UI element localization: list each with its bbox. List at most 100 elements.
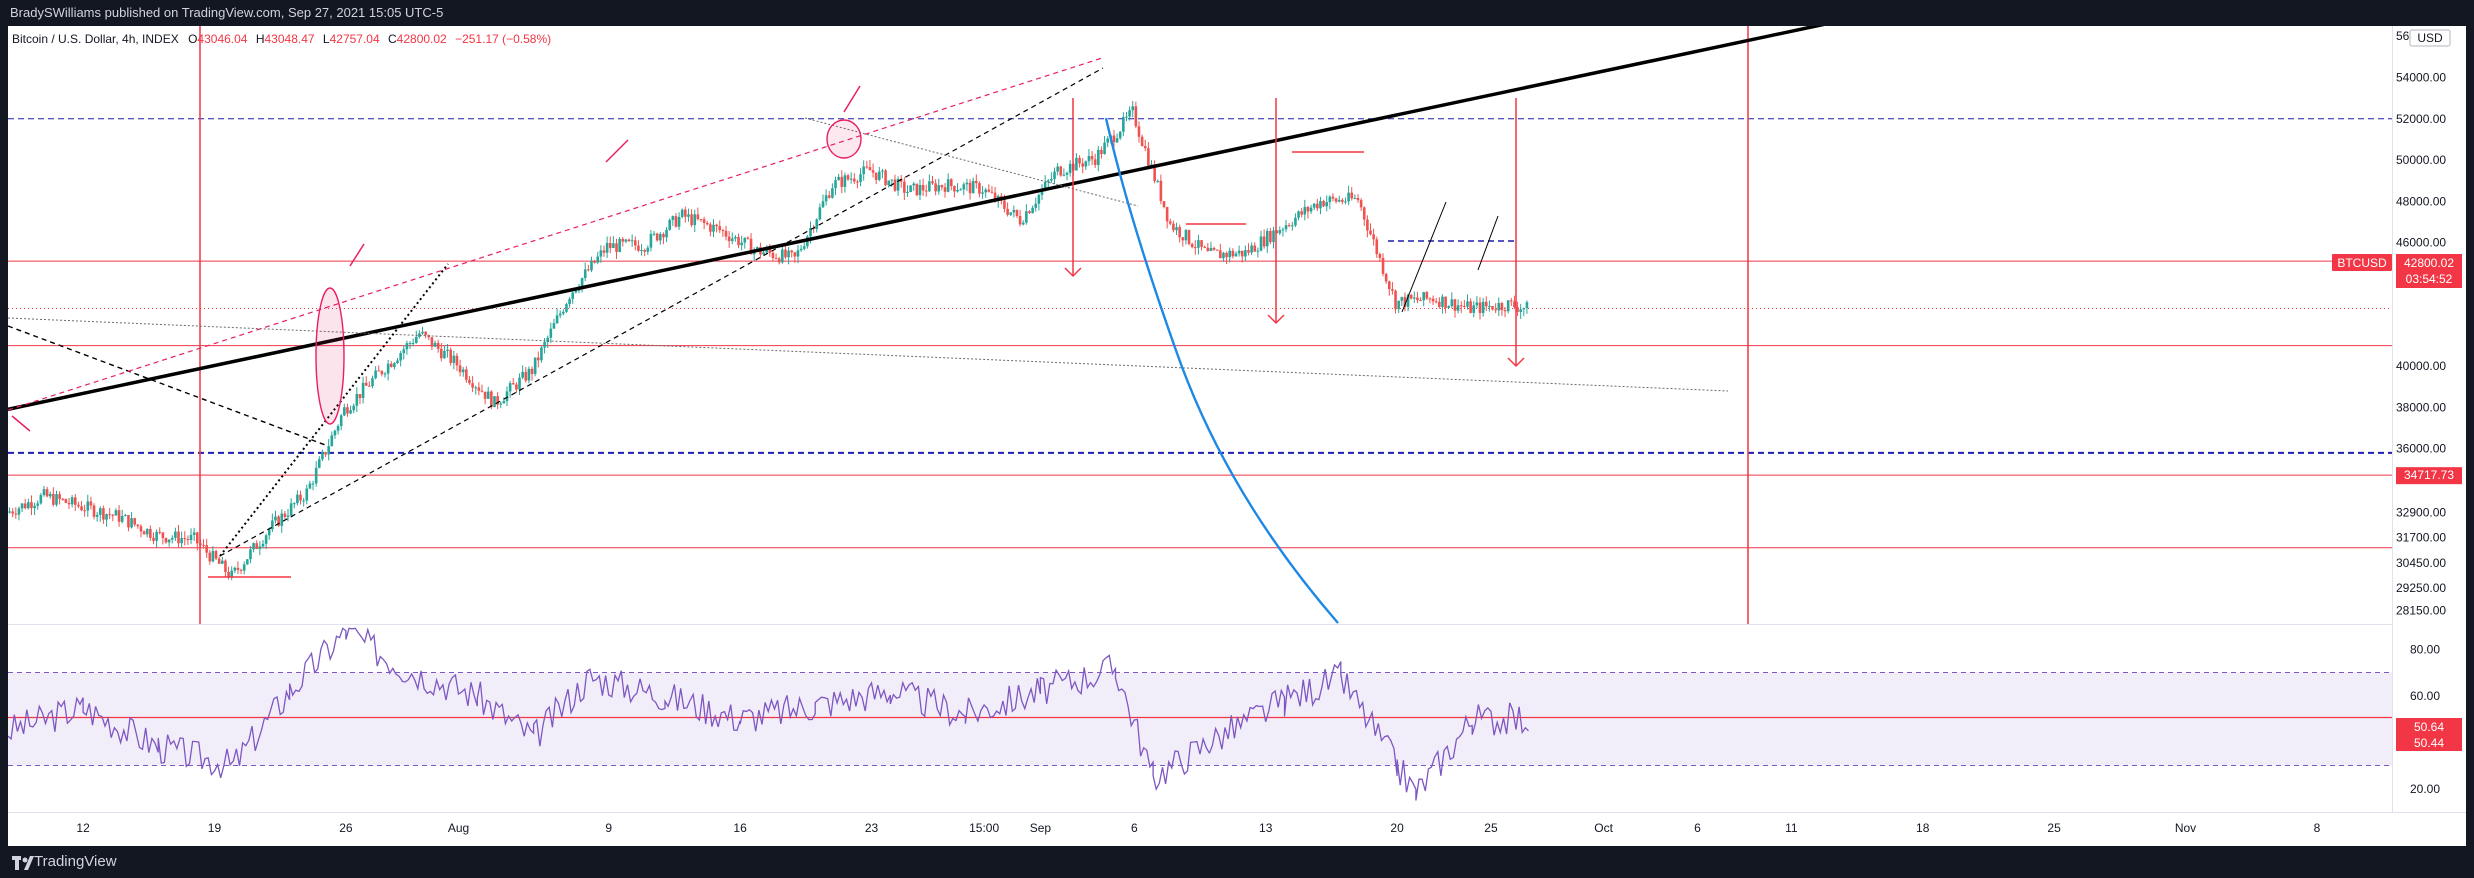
candle-body bbox=[393, 363, 396, 368]
candle-body bbox=[903, 181, 906, 193]
candle-body bbox=[1456, 305, 1460, 311]
candle-body bbox=[1165, 207, 1169, 222]
candle-body bbox=[1184, 230, 1188, 241]
candle-body bbox=[486, 391, 490, 399]
ohlc-legend: Bitcoin / U.S. Dollar, 4h, INDEX O43046.… bbox=[12, 32, 551, 46]
candle-body bbox=[133, 518, 137, 525]
tradingview-logo-icon bbox=[12, 856, 34, 870]
candle-body bbox=[1078, 157, 1081, 164]
candle-body bbox=[1422, 292, 1425, 301]
candle-body bbox=[339, 415, 343, 427]
candle-body bbox=[1240, 250, 1244, 257]
time-tick-label: Oct bbox=[1594, 821, 1613, 835]
candle-body bbox=[971, 180, 975, 194]
countdown-text: 03:54:52 bbox=[2406, 272, 2453, 286]
black-wedge-line-2 bbox=[1477, 215, 1499, 271]
time-tick-label: Aug bbox=[448, 821, 469, 835]
candle-body bbox=[174, 531, 177, 538]
candle-body bbox=[809, 227, 812, 237]
candle-body bbox=[1253, 245, 1257, 252]
candle-body bbox=[799, 248, 803, 251]
candle-body bbox=[8, 511, 11, 513]
time-tick-label: Nov bbox=[2175, 821, 2196, 835]
candle-body bbox=[230, 570, 233, 578]
time-tick-label: 6 bbox=[1694, 821, 1701, 835]
price-axis-bg[interactable] bbox=[2392, 26, 2466, 846]
candle-body bbox=[1450, 299, 1454, 307]
candle-body bbox=[149, 528, 152, 538]
time-tick-label: 18 bbox=[1916, 821, 1930, 835]
candle-body bbox=[1115, 138, 1119, 143]
candle-body bbox=[1378, 254, 1382, 258]
candle-body bbox=[1519, 309, 1522, 312]
level-badge-text: 34717.73 bbox=[2404, 468, 2454, 482]
candle-body bbox=[1172, 223, 1175, 231]
chart-area[interactable]: 56 USD 54000.00 52000.00 50000.00 48000.00 4… bbox=[0, 16, 2466, 846]
candle-body bbox=[383, 373, 387, 375]
candle-body bbox=[361, 382, 365, 399]
candle-body bbox=[652, 233, 656, 235]
candle-body bbox=[1494, 309, 1497, 311]
candle-body bbox=[252, 543, 255, 550]
levels bbox=[8, 118, 2392, 549]
candle-body bbox=[214, 550, 218, 559]
rsi-line bbox=[7, 627, 1529, 801]
pink-circle-top bbox=[826, 119, 862, 159]
price-badge bbox=[2396, 254, 2462, 288]
candle-body bbox=[781, 249, 784, 263]
price-pane[interactable] bbox=[8, 26, 2392, 624]
candle-body bbox=[1403, 297, 1407, 307]
candle-body bbox=[108, 514, 111, 516]
candle-body bbox=[42, 489, 46, 496]
time-ticks[interactable]: 12 19 26 Aug 9 16 23 15:00 Sep 6 13 20 25 Oct 6 11 18 25 N… bbox=[76, 821, 2320, 835]
candle-body bbox=[364, 382, 368, 386]
candle-body bbox=[784, 249, 787, 258]
candle-body bbox=[593, 260, 596, 263]
candle-body bbox=[167, 539, 171, 543]
candle-body bbox=[1287, 225, 1291, 227]
candle-body bbox=[124, 515, 127, 517]
candle-body bbox=[120, 516, 124, 522]
candle-body bbox=[865, 166, 869, 168]
candle-body bbox=[255, 543, 259, 549]
candle-body bbox=[1244, 250, 1247, 257]
candle-body bbox=[1125, 116, 1128, 118]
candle-body bbox=[1297, 211, 1300, 218]
candle-body bbox=[324, 452, 327, 455]
candle-body bbox=[1068, 163, 1072, 173]
candle-body bbox=[39, 495, 43, 504]
price-tick-label: 38000.00 bbox=[2396, 400, 2446, 414]
time-tick-label: 6 bbox=[1131, 821, 1138, 835]
candle-body bbox=[881, 170, 884, 172]
candle-body bbox=[928, 181, 931, 192]
time-tick-label: 8 bbox=[2314, 821, 2321, 835]
candle-body bbox=[608, 243, 612, 248]
candle-body bbox=[1237, 250, 1241, 254]
candle-body bbox=[649, 233, 653, 248]
candle-body bbox=[195, 532, 199, 544]
candle-body bbox=[1381, 257, 1385, 274]
candle-body bbox=[1197, 240, 1200, 248]
candle-body bbox=[527, 368, 531, 381]
candle-body bbox=[1328, 196, 1332, 203]
candle-body bbox=[36, 503, 40, 506]
candle-body bbox=[1231, 250, 1235, 257]
price-tick-label: 31700.00 bbox=[2396, 530, 2446, 544]
chart-svg[interactable]: 56 USD 54000.00 52000.00 50000.00 48000.00 4… bbox=[0, 16, 2466, 846]
candle-body bbox=[978, 183, 981, 194]
candle-body bbox=[878, 171, 881, 180]
currency-box[interactable] bbox=[2409, 29, 2451, 47]
candle-body bbox=[414, 336, 418, 343]
candle-body bbox=[540, 347, 543, 361]
candle-body bbox=[480, 390, 484, 392]
candle-body bbox=[777, 258, 781, 263]
candle-body bbox=[111, 514, 115, 516]
candle-body bbox=[1400, 297, 1404, 301]
candle-body bbox=[984, 189, 987, 193]
grey-dotted-trendline bbox=[7, 317, 1729, 392]
candle-body bbox=[837, 176, 840, 181]
symbol-badge-text: BTCUSD bbox=[2337, 256, 2387, 270]
candle-body bbox=[749, 238, 753, 255]
candle-body bbox=[743, 237, 747, 243]
